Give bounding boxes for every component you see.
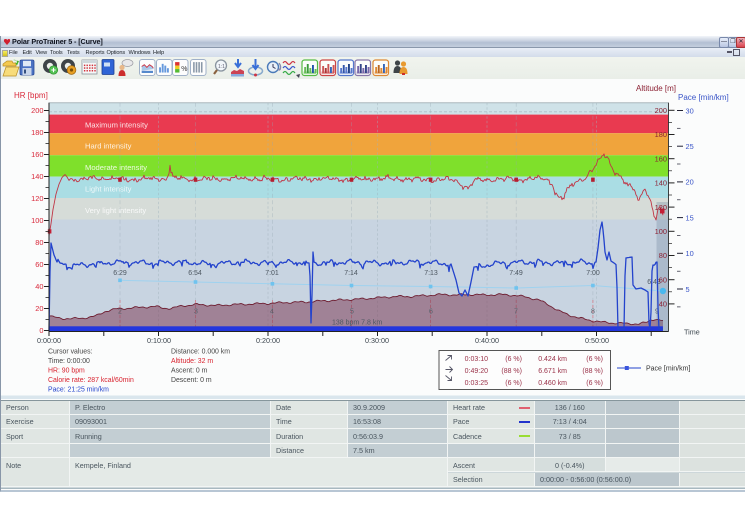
svg-text:(88 %): (88 %): [501, 368, 522, 375]
svg-text:6:29: 6:29: [113, 270, 127, 277]
svg-text:Altitude [m]: Altitude [m]: [636, 84, 676, 93]
svg-text:80: 80: [35, 238, 43, 247]
svg-text:5: 5: [350, 309, 354, 316]
svg-text:8: 8: [591, 309, 595, 316]
svg-text:80: 80: [659, 251, 667, 260]
svg-text:0:30:00: 0:30:00: [365, 336, 389, 345]
svg-text:3: 3: [194, 309, 198, 316]
svg-text:Descent: 0 m: Descent: 0 m: [171, 377, 212, 384]
svg-text:100: 100: [655, 227, 667, 236]
svg-text:0.424 km: 0.424 km: [538, 356, 567, 363]
svg-text:0:03:25: 0:03:25: [465, 380, 488, 387]
svg-text:6:43: 6:43: [647, 279, 661, 286]
svg-text:7:00: 7:00: [586, 270, 600, 277]
svg-text:(6 %): (6 %): [586, 380, 603, 387]
svg-text:1:1: 1:1: [218, 64, 225, 70]
svg-text:Very light intensity: Very light intensity: [85, 206, 146, 215]
svg-text:40: 40: [659, 300, 667, 309]
svg-text:Cursor values:: Cursor values:: [48, 349, 93, 356]
svg-text:138 bpm 7.8 km: 138 bpm 7.8 km: [332, 320, 382, 327]
svg-text:0:49:20: 0:49:20: [465, 368, 488, 375]
svg-text:Time: 0:00:00: Time: 0:00:00: [48, 358, 90, 365]
svg-text:Moderate intensity: Moderate intensity: [85, 163, 147, 172]
svg-text:Altitude: 32 m: Altitude: 32 m: [171, 358, 213, 365]
svg-text:Pace [min/km]: Pace [min/km]: [646, 366, 690, 373]
svg-text:(6 %): (6 %): [505, 356, 522, 363]
svg-text:HR: 90 bpm: HR: 90 bpm: [48, 368, 85, 375]
svg-text:4: 4: [270, 309, 274, 316]
svg-text:Maximum intensity: Maximum intensity: [85, 120, 148, 129]
svg-text:7: 7: [514, 309, 518, 316]
svg-text:0: 0: [39, 326, 43, 335]
svg-text:200: 200: [31, 106, 43, 115]
svg-text:0:50:00: 0:50:00: [585, 336, 609, 345]
svg-text:0:10:00: 0:10:00: [147, 336, 171, 345]
svg-text:Light intensity: Light intensity: [85, 185, 132, 194]
svg-text:30: 30: [686, 106, 694, 115]
svg-text:(88 %): (88 %): [582, 368, 603, 375]
svg-text:180: 180: [655, 130, 667, 139]
svg-text:Calorie rate: 287 kcal/60min: Calorie rate: 287 kcal/60min: [48, 377, 134, 384]
svg-text:160: 160: [655, 154, 667, 163]
svg-text:200: 200: [655, 106, 667, 115]
svg-text:Time: Time: [684, 328, 700, 337]
svg-text:0:00:00: 0:00:00: [37, 336, 61, 345]
svg-text:6:54: 6:54: [188, 270, 202, 277]
svg-text:Pace [min/km]: Pace [min/km]: [678, 93, 729, 102]
svg-text:25: 25: [686, 142, 694, 151]
svg-text:0:03:10: 0:03:10: [465, 356, 488, 363]
svg-text:(6 %): (6 %): [505, 380, 522, 387]
svg-text:0:20:00: 0:20:00: [256, 336, 280, 345]
svg-text:Hard intensity: Hard intensity: [85, 141, 132, 150]
svg-text:100: 100: [31, 216, 43, 225]
svg-text:6: 6: [429, 309, 433, 316]
svg-text:160: 160: [31, 150, 43, 159]
svg-text:40: 40: [35, 282, 43, 291]
svg-text:20: 20: [35, 304, 43, 313]
svg-text:60: 60: [35, 260, 43, 269]
svg-text:Distance: 0.000 km: Distance: 0.000 km: [171, 349, 230, 356]
svg-text:6.671 km: 6.671 km: [538, 368, 567, 375]
svg-text:120: 120: [31, 194, 43, 203]
svg-text:140: 140: [31, 172, 43, 181]
svg-text:%: %: [181, 66, 187, 73]
svg-text:7:14: 7:14: [344, 270, 358, 277]
svg-text:9: 9: [655, 309, 659, 316]
svg-text:Ascent: 0 m: Ascent: 0 m: [171, 368, 208, 375]
svg-text:7:13: 7:13: [424, 270, 438, 277]
svg-text:Pace: 21:25 min/km: Pace: 21:25 min/km: [48, 387, 109, 394]
svg-text:7:49: 7:49: [509, 270, 523, 277]
svg-text:60: 60: [659, 275, 667, 284]
svg-text:180: 180: [31, 128, 43, 137]
svg-text:120: 120: [655, 203, 667, 212]
svg-text:5: 5: [686, 285, 690, 294]
svg-text:10: 10: [686, 249, 694, 258]
svg-text:HR [bpm]: HR [bpm]: [14, 91, 48, 100]
svg-text:(6 %): (6 %): [586, 356, 603, 363]
svg-text:2: 2: [118, 309, 122, 316]
svg-text:20: 20: [686, 178, 694, 187]
svg-text:15: 15: [686, 213, 694, 222]
svg-text:0:40:00: 0:40:00: [475, 336, 499, 345]
svg-text:140: 140: [655, 179, 667, 188]
svg-text:0.460 km: 0.460 km: [538, 380, 567, 387]
svg-text:7:01: 7:01: [265, 270, 279, 277]
